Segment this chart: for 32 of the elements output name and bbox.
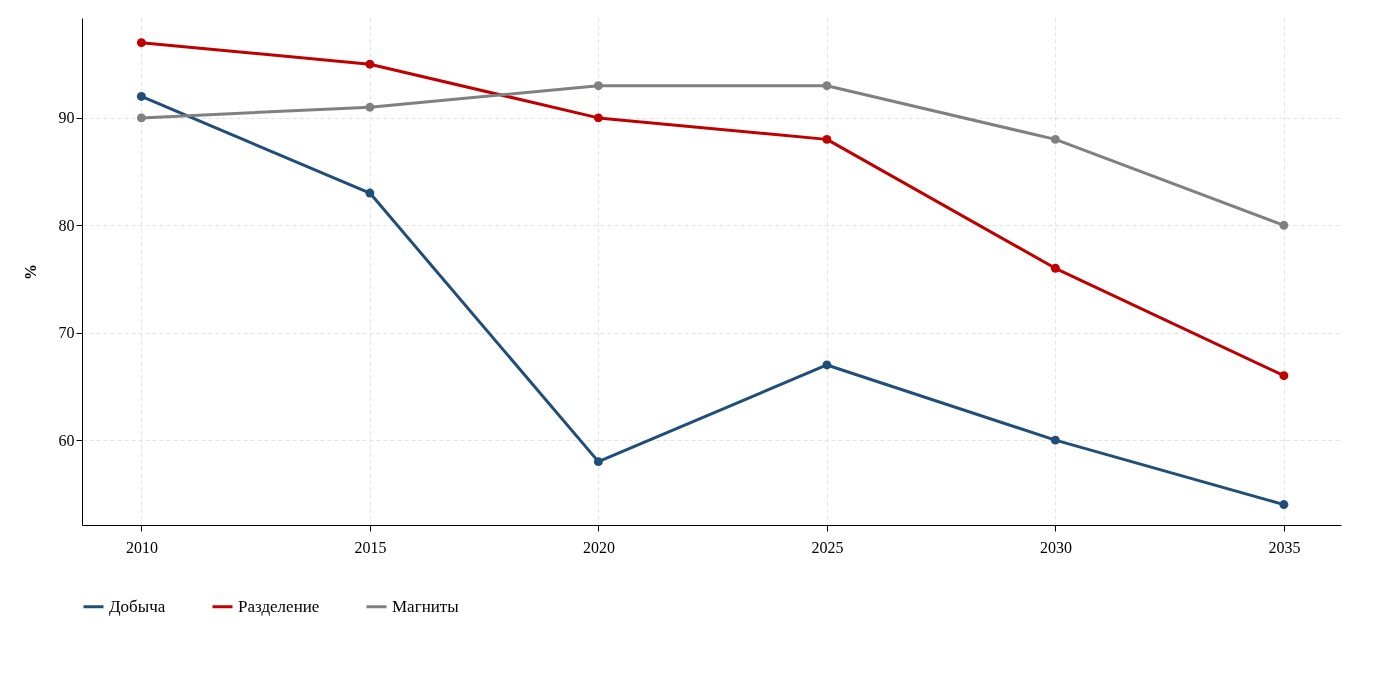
y-tick-label: 70 [58, 324, 75, 342]
y-axis-title: % [21, 264, 39, 280]
legend-label: Разделение [238, 596, 320, 616]
point [822, 360, 832, 370]
x-tick-label: 2020 [582, 538, 615, 556]
point [136, 91, 146, 101]
legend-label: Добыча [109, 596, 166, 616]
y-tick-label: 80 [58, 216, 75, 234]
point [593, 113, 603, 123]
x-tick-label: 2030 [1039, 538, 1072, 556]
point [1279, 500, 1289, 510]
x-tick-label: 2035 [1268, 538, 1301, 556]
point [1050, 435, 1060, 445]
point [1279, 371, 1289, 381]
point [136, 113, 146, 123]
x-tick-label: 2025 [811, 538, 844, 556]
x-tick-label: 2015 [354, 538, 387, 556]
point [822, 81, 832, 91]
x-tick-label: 2010 [125, 538, 158, 556]
point [1050, 263, 1060, 273]
point [1050, 134, 1060, 144]
point [365, 59, 375, 69]
y-tick-label: 60 [58, 431, 75, 449]
point [593, 81, 603, 91]
point [593, 457, 603, 467]
point [1279, 220, 1289, 230]
point [365, 102, 375, 112]
point [136, 38, 146, 48]
y-tick-label: 90 [58, 109, 75, 127]
point [822, 134, 832, 144]
point [365, 188, 375, 198]
legend-label: Магниты [392, 596, 460, 616]
